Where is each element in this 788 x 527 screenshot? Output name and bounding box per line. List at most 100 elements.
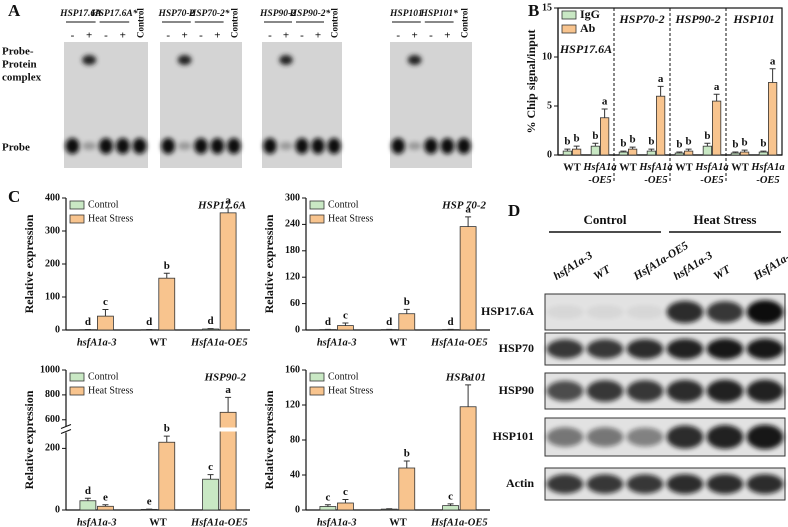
error-bar xyxy=(620,150,627,153)
band xyxy=(666,425,704,449)
band xyxy=(706,425,744,449)
band xyxy=(586,339,624,359)
blot xyxy=(544,293,786,331)
bar xyxy=(600,117,610,156)
band xyxy=(586,305,624,319)
error-bar xyxy=(704,142,711,147)
y-tick-label: 5 xyxy=(547,100,552,111)
legend-label: Heat Stress xyxy=(328,213,373,224)
significance: d xyxy=(325,316,331,328)
lane-sign: - xyxy=(300,30,304,42)
band xyxy=(746,474,784,494)
significance: d xyxy=(146,316,152,328)
x-tick-label: WT xyxy=(619,162,637,173)
band xyxy=(746,379,784,403)
lane-sign: - xyxy=(166,30,170,42)
error-bar xyxy=(465,384,472,407)
y-tick-label: 60 xyxy=(290,298,300,309)
control-lane: Control xyxy=(460,8,470,38)
legend-swatch xyxy=(309,200,325,210)
error-bar xyxy=(342,499,349,503)
significance: d xyxy=(448,316,454,328)
error-bar xyxy=(564,148,571,152)
band xyxy=(626,380,664,402)
band xyxy=(746,300,784,324)
axis-break xyxy=(61,426,71,433)
error-bar xyxy=(573,145,580,150)
probe-band xyxy=(98,138,114,154)
blot xyxy=(544,332,786,366)
chart-title: HSP90-2 xyxy=(203,372,246,384)
y-tick-label: 10 xyxy=(542,51,552,62)
y-tick-label: 100 xyxy=(45,291,60,302)
x-tick-label: HsfA1a-OE5 xyxy=(638,162,672,186)
x-tick-label: HsfA1a-OE5 xyxy=(190,517,248,527)
legend-label: Control xyxy=(88,199,119,210)
significance: a xyxy=(658,73,664,85)
legend-swatch xyxy=(309,214,325,224)
error-bar xyxy=(760,150,767,153)
significance: c xyxy=(343,309,348,321)
bar xyxy=(97,505,114,511)
blot xyxy=(544,417,786,457)
band xyxy=(546,427,584,447)
probe-name: HSP90-2* xyxy=(289,8,331,19)
bar xyxy=(618,151,628,156)
y-axis-label: Relative expression xyxy=(22,214,36,313)
x-tick-label: HsfA1a-OE5 xyxy=(694,162,728,186)
significance: b xyxy=(630,134,636,146)
probe-band xyxy=(407,142,422,150)
error-bar xyxy=(324,504,331,507)
probe-band xyxy=(226,138,241,154)
probe-band xyxy=(263,138,277,154)
significance: d xyxy=(208,315,214,327)
error-bar xyxy=(657,85,664,97)
significance: c xyxy=(343,486,348,498)
significance: a xyxy=(225,194,231,206)
error-bar xyxy=(676,151,683,154)
bar xyxy=(337,502,354,511)
probe-band xyxy=(295,138,309,154)
x-tick-label: WT xyxy=(731,162,749,173)
error-bar xyxy=(465,216,472,227)
error-bar xyxy=(102,504,109,507)
error-bar xyxy=(629,146,636,150)
x-tick-label: HsfA1a-OE5 xyxy=(430,517,488,527)
bar xyxy=(337,325,354,331)
x-tick-label: hsfA1a-3 xyxy=(77,337,117,348)
significance: e xyxy=(147,496,152,508)
significance: b xyxy=(742,137,748,149)
significance: b xyxy=(564,136,570,148)
y-tick-label: 200 xyxy=(45,443,60,454)
legend-label: Ab xyxy=(580,21,596,35)
bar xyxy=(79,500,97,511)
probe-band xyxy=(279,142,293,150)
error-bar xyxy=(403,460,410,468)
row-label: HSP17.6A xyxy=(481,304,534,318)
control-lane: Control xyxy=(135,8,145,38)
y-tick-label: 240 xyxy=(285,219,300,230)
bar xyxy=(219,411,237,511)
probe-band xyxy=(132,138,147,154)
error-bar xyxy=(84,497,91,501)
x-tick-label: WT xyxy=(149,517,167,527)
bar xyxy=(442,505,459,511)
lane-label: WT xyxy=(592,263,614,283)
legend-swatch xyxy=(69,372,85,382)
lane-sign: - xyxy=(268,30,272,42)
significance: b xyxy=(404,448,410,460)
significance: a xyxy=(602,95,608,107)
error-bar xyxy=(648,148,655,152)
significance: b xyxy=(164,423,170,435)
lane-sign: - xyxy=(71,30,75,42)
error-bar xyxy=(732,151,739,154)
x-tick-label: WT xyxy=(675,162,693,173)
row-label: HSP90 xyxy=(499,383,534,397)
bar xyxy=(572,148,582,156)
band xyxy=(546,474,584,494)
blot xyxy=(544,372,786,410)
control-lane: Control xyxy=(330,8,340,38)
y-axis-label: Relative expression xyxy=(262,214,276,313)
error-bar xyxy=(225,396,232,413)
